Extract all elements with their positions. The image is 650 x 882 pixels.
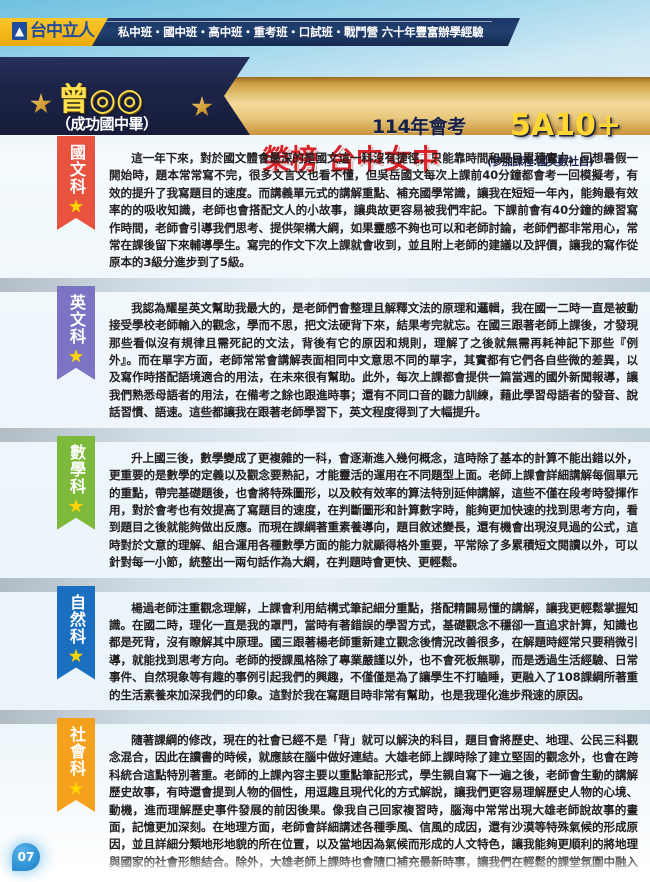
- subject-section: 英文科 我認為耀星英文幫助我最大的，是老師們會整理且解釋文法的原理和邏輯，我在國一…: [0, 277, 650, 428]
- subject-tag-label: 數學科: [67, 443, 86, 495]
- subject-tag-ribbon[interactable]: 社會科: [57, 718, 95, 812]
- admitted-school: 榮榜 台中女中: [262, 143, 440, 176]
- section-divider: [0, 427, 650, 442]
- subject-tag-label: 自然科: [67, 593, 86, 645]
- subject-tag-label: 社會科: [67, 725, 86, 777]
- subject-paragraph: 我認為耀星英文幫助我最大的，是老師們會整理且解釋文法的原理和邏輯，我在國一二時一…: [109, 300, 638, 420]
- section-body: 數學科 升上國三後，數學變成了更複雜的一科，會逐漸進入幾何概念，這時除了基本的計算…: [0, 442, 650, 578]
- section-body: 自然科 楊過老師注重觀念理解，上課會利用結構式筆記細分重點，搭配精闢易懂的講解，讓…: [0, 592, 650, 710]
- subject-paragraph: 這一年下來，對於國文體會最深的是國文這一科沒有捷徑，只能靠時間和題目累積實力。回…: [109, 151, 638, 270]
- student-name: 曾◎◎: [58, 82, 144, 118]
- courses-note: (參加課程:國英數社自): [487, 155, 594, 168]
- grade-result: 5A10+: [510, 108, 621, 143]
- subject-tag-label: 英文科: [67, 293, 86, 345]
- top-bar-hairline: [92, 21, 492, 22]
- section-divider: [0, 709, 650, 724]
- yellow-star-icon: [69, 349, 84, 364]
- brand-logo-text: 台中立人: [30, 21, 95, 41]
- hero-gold-panel: [206, 77, 650, 135]
- subject-paragraph: 楊過老師注重觀念理解，上課會利用結構式筆記細分重點，搭配精闢易懂的講解，讓我更輕…: [109, 600, 638, 702]
- section-body: 國文科 這一年下來，對於國文體會最深的是國文這一科沒有捷徑，只能靠時間和題目累積實…: [0, 142, 650, 278]
- subject-tag-ribbon[interactable]: 國文科: [57, 136, 95, 230]
- section-body: 英文科 我認為耀星英文幫助我最大的，是老師們會整理且解釋文法的原理和邏輯，我在國一…: [0, 292, 650, 428]
- exam-year: 114年會考: [372, 116, 466, 138]
- yellow-star-icon: [69, 781, 84, 796]
- subject-section: 自然科 楊過老師注重觀念理解，上課會利用結構式筆記細分重點，搭配精闢易懂的講解，讓…: [0, 577, 650, 710]
- body-background: [0, 150, 650, 882]
- yellow-star-icon: [69, 649, 84, 664]
- section-divider: [0, 577, 650, 592]
- subject-tag-ribbon[interactable]: 數學科: [57, 436, 95, 530]
- yellow-star-icon: [69, 499, 84, 514]
- section-divider: [0, 277, 650, 292]
- hero-banner: 曾◎◎ （成功國中畢） 114年會考 5A10+ 榮榜 台中女中 (參加課程:國…: [0, 57, 650, 175]
- subject-section: 數學科 升上國三後，數學變成了更複雜的一科，會逐漸進入幾何概念，這時除了基本的計算…: [0, 427, 650, 578]
- top-bar: ▲ 台中立人 私中班・國中班・高中班・重考班・口試班・戰鬥營 六十年豐富辦學經驗: [0, 18, 650, 46]
- school-building-icon: ▲: [12, 22, 27, 40]
- student-school: （成功國中畢）: [56, 115, 158, 133]
- brand-logo[interactable]: ▲ 台中立人: [12, 21, 95, 41]
- bottom-fade: [0, 855, 650, 882]
- brand-tagline: 私中班・國中班・高中班・重考班・口試班・戰鬥營 六十年豐富辦學經驗: [118, 25, 484, 39]
- subject-sections: 國文科 這一年下來，對於國文體會最深的是國文這一科沒有捷徑，只能靠時間和題目累積實…: [0, 142, 650, 882]
- subject-tag-ribbon[interactable]: 自然科: [57, 586, 95, 680]
- subject-tag-label: 國文科: [67, 144, 86, 195]
- yellow-star-icon: [69, 199, 84, 214]
- subject-section: 國文科 這一年下來，對於國文體會最深的是國文這一科沒有捷徑，只能靠時間和題目累積實…: [0, 142, 650, 278]
- subject-tag-ribbon[interactable]: 英文科: [57, 286, 95, 380]
- page-number-badge: 07: [12, 843, 40, 871]
- subject-paragraph: 升上國三後，數學變成了更複雜的一科，會逐漸進入幾何概念，這時除了基本的計算不能出…: [109, 450, 638, 570]
